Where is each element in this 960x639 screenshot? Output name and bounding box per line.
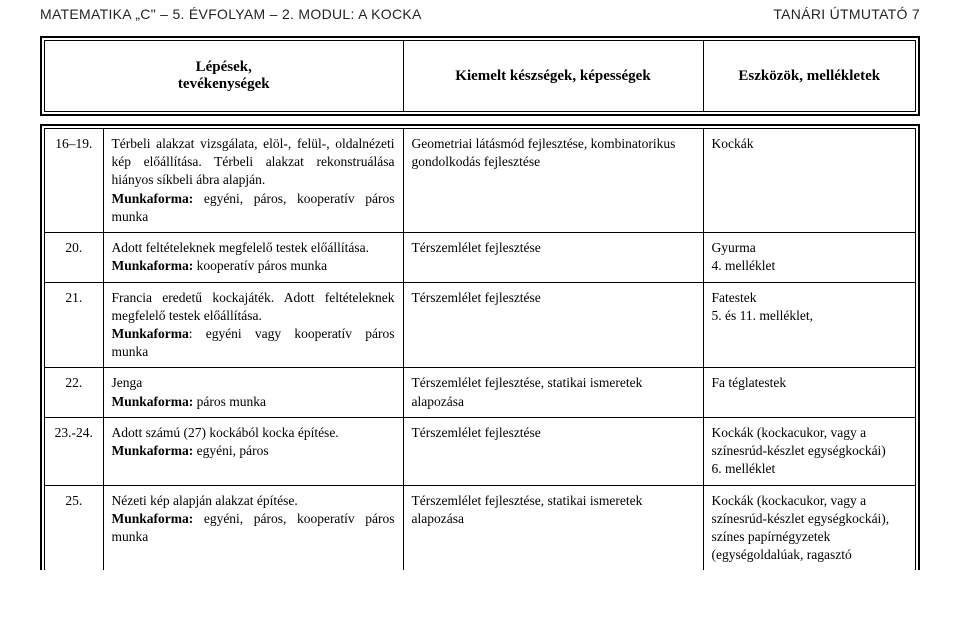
table-row: 23.-24. Adott számú (27) kockából kocka … [45,417,915,485]
mf-label: Munkaforma: [112,191,194,206]
row-skill: Térszemlélet fejlesztése [403,233,703,282]
mf-label: Munkaforma: [112,443,194,458]
step-mf: Munkaforma: egyéni vagy kooperatív páros… [112,325,395,361]
row-skill: Térszemlélet fejlesztése, statikai ismer… [403,485,703,570]
body-table-outer: 16–19. Térbeli alakzat vizsgálata, elöl-… [40,124,920,570]
mf-text: páros munka [193,394,266,409]
row-step: Nézeti kép alapján alakzat építése. Munk… [103,485,403,570]
row-tool: Kockák (kockacukor, vagy a színesrúd-kés… [703,485,915,570]
col-header-steps: Lépések, tevékenységek [45,41,403,111]
row-tool: Kockák [703,129,915,233]
row-tool: Fatestek 5. és 11. melléklet, [703,282,915,368]
row-num: 16–19. [45,129,103,233]
page-header: MATEMATIKA „C" – 5. ÉVFOLYAM – 2. MODUL:… [0,0,960,22]
step-mf: Munkaforma: kooperatív páros munka [112,257,395,275]
row-step: Jenga Munkaforma: páros munka [103,368,403,417]
body-table-inner: 16–19. Térbeli alakzat vizsgálata, elöl-… [44,128,916,570]
row-step: Térbeli alakzat vizsgálata, elöl-, felül… [103,129,403,233]
row-tool: Fa téglatestek [703,368,915,417]
mf-text: egyéni, páros [193,443,268,458]
step-main: Térbeli alakzat vizsgálata, elöl-, felül… [112,136,395,187]
row-num: 25. [45,485,103,570]
table-row: 25. Nézeti kép alapján alakzat építése. … [45,485,915,570]
col-header-tools: Eszközök, mellékletek [703,41,915,111]
row-num: 23.-24. [45,417,103,485]
table-row: 22. Jenga Munkaforma: páros munka Térsze… [45,368,915,417]
step-main: Jenga [112,375,143,390]
row-skill: Térszemlélet fejlesztése [403,282,703,368]
mf-label: Munkaforma [112,326,189,341]
table-row: 20. Adott feltételeknek megfelelő testek… [45,233,915,282]
row-num: 22. [45,368,103,417]
row-step: Francia eredetű kockajáték. Adott feltét… [103,282,403,368]
row-num: 20. [45,233,103,282]
step-main: Adott számú (27) kockából kocka építése. [112,425,339,440]
mf-label: Munkaforma: [112,394,194,409]
step-main: Adott feltételeknek megfelelő testek elő… [112,240,370,255]
step-mf: Munkaforma: egyéni, páros, kooperatív pá… [112,190,395,226]
col-header-steps-line1: Lépések, [196,59,252,75]
mf-label: Munkaforma: [112,258,194,273]
step-mf: Munkaforma: egyéni, páros [112,442,395,460]
row-skill: Geometriai látásmód fejlesztése, kombina… [403,129,703,233]
table-row: 21. Francia eredetű kockajáték. Adott fe… [45,282,915,368]
step-main: Francia eredetű kockajáték. Adott feltét… [112,290,395,323]
step-main: Nézeti kép alapján alakzat építése. [112,493,298,508]
row-num: 21. [45,282,103,368]
row-skill: Térszemlélet fejlesztése [403,417,703,485]
body-table: 16–19. Térbeli alakzat vizsgálata, elöl-… [45,129,915,570]
row-step: Adott számú (27) kockából kocka építése.… [103,417,403,485]
row-step: Adott feltételeknek megfelelő testek elő… [103,233,403,282]
col-header-skills: Kiemelt készségek, képességek [403,41,703,111]
mf-text: kooperatív páros munka [193,258,327,273]
table-row: 16–19. Térbeli alakzat vizsgálata, elöl-… [45,129,915,233]
step-mf: Munkaforma: páros munka [112,393,395,411]
header-table-inner: Lépések, tevékenységek Kiemelt készségek… [44,40,916,112]
row-tool: Gyurma 4. melléklet [703,233,915,282]
step-mf: Munkaforma: egyéni, páros, kooperatív pá… [112,510,395,546]
row-tool: Kockák (kockacukor, vagy a színesrúd-kés… [703,417,915,485]
header-table-outer: Lépések, tevékenységek Kiemelt készségek… [40,36,920,116]
mf-label: Munkaforma: [112,511,194,526]
header-right: TANÁRI ÚTMUTATÓ 7 [773,6,920,22]
header-left: MATEMATIKA „C" – 5. ÉVFOLYAM – 2. MODUL:… [40,6,422,22]
col-header-steps-line2: tevékenységek [178,76,270,92]
header-table: Lépések, tevékenységek Kiemelt készségek… [45,41,915,111]
row-skill: Térszemlélet fejlesztése, statikai ismer… [403,368,703,417]
